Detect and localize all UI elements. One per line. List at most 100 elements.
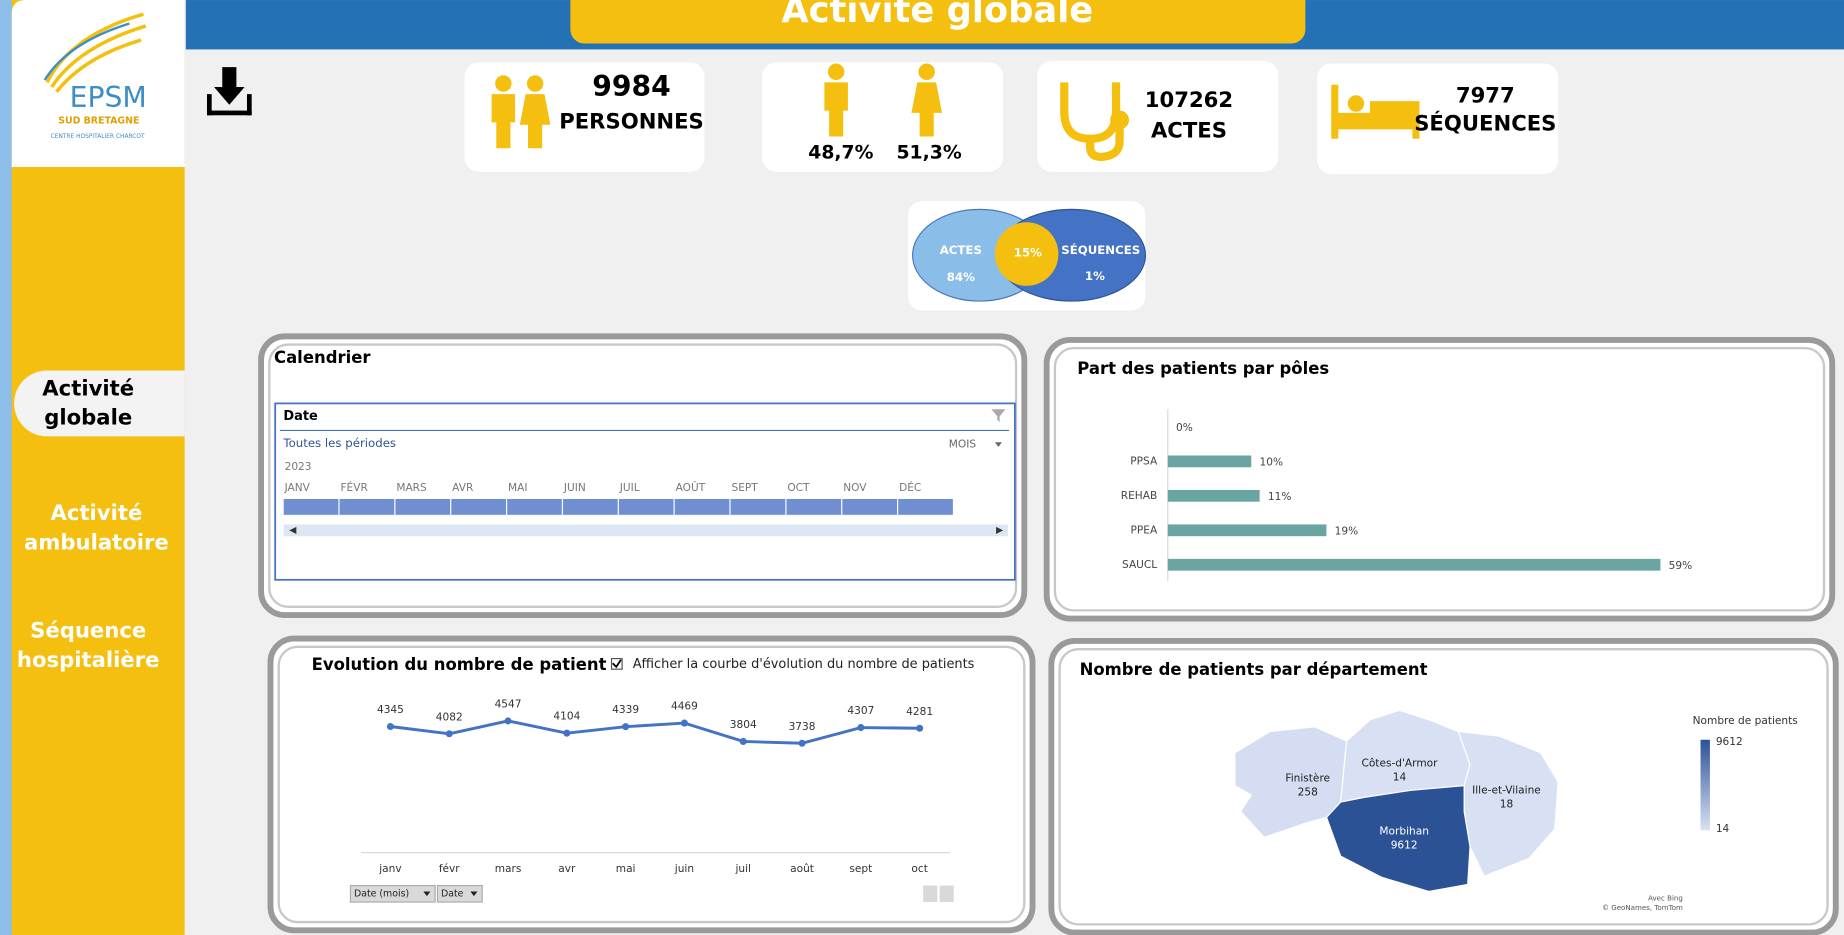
slicer-period: Toutes les périodes — [282, 436, 396, 450]
scrollbar[interactable] — [283, 524, 1008, 537]
kpi-label: PERSONNES — [559, 108, 704, 133]
kpi-label: SÉQUENCES — [1414, 111, 1556, 136]
person-icon — [824, 82, 848, 137]
expand-button[interactable] — [923, 885, 938, 903]
panel — [277, 645, 1026, 924]
venn-value: 84% — [947, 270, 975, 284]
scroll-right — [996, 526, 1004, 534]
person-icon — [495, 75, 512, 92]
region-value: 9612 — [1391, 840, 1418, 852]
kpi-label: ACTES — [1151, 118, 1227, 143]
logo-swoosh — [45, 12, 147, 93]
x-tick-label: oct — [911, 863, 927, 875]
map-credit: Avec Bing — [1648, 894, 1683, 903]
slicer-tile[interactable] — [283, 498, 339, 516]
category-label: REHAB — [1121, 490, 1157, 502]
nav-item[interactable]: ambulatoire — [24, 529, 169, 554]
venn-label: SÉQUENCES — [1061, 242, 1140, 257]
venn-value: 15% — [1014, 245, 1042, 259]
value-label: 4469 — [671, 701, 698, 713]
category-label: SAUCL — [1122, 559, 1157, 571]
kpi-value: 9984 — [592, 70, 671, 103]
nav-active-bg — [14, 370, 185, 437]
legend-title: Nombre de patients — [1693, 715, 1798, 727]
nav-item[interactable]: globale — [44, 405, 132, 430]
venn-overlap — [994, 222, 1059, 286]
map-region — [1234, 726, 1348, 839]
filter-button[interactable] — [349, 884, 436, 903]
bar — [1167, 489, 1260, 502]
slicer-tile[interactable] — [841, 498, 898, 516]
slicer-tile[interactable] — [394, 498, 451, 516]
slicer-tile[interactable] — [897, 498, 954, 516]
bar — [1167, 455, 1252, 468]
value-label: 4104 — [553, 711, 580, 723]
slicer-tile[interactable] — [506, 498, 563, 516]
value-label: 0% — [1176, 422, 1193, 434]
dropdown-arrow — [470, 891, 478, 897]
slicer-month: MAI — [508, 482, 527, 494]
map-region — [1325, 784, 1471, 893]
slicer-month: JUIL — [619, 482, 640, 494]
legend-max: 9612 — [1716, 736, 1743, 748]
x-tick-label: août — [790, 863, 814, 875]
value-label: 3804 — [730, 719, 757, 731]
slicer-month: FÉVR — [340, 481, 368, 494]
slicer-tile[interactable] — [562, 498, 619, 516]
slicer-month: NOV — [843, 482, 867, 494]
x-tick-label: juil — [734, 863, 751, 875]
dropdown-arrow — [994, 442, 1002, 447]
download-side — [206, 94, 212, 116]
download-icon[interactable] — [206, 67, 252, 116]
download-base — [206, 110, 252, 116]
download-arrow — [214, 67, 245, 105]
slicer-tile[interactable] — [730, 498, 786, 516]
person-icon — [918, 63, 935, 81]
value-label: 4307 — [847, 705, 874, 717]
slicer-month: AVR — [452, 482, 474, 494]
nav-item[interactable]: Séquence — [30, 618, 146, 643]
filter-button[interactable] — [436, 884, 483, 903]
region-value: 18 — [1500, 798, 1513, 810]
kpi-card — [762, 62, 1004, 172]
slicer-tile[interactable] — [618, 498, 675, 516]
panel-title: Nombre de patients par département — [1080, 660, 1428, 679]
point — [563, 729, 571, 737]
slicer-tile[interactable] — [674, 498, 731, 516]
slicer-tile[interactable] — [785, 498, 842, 516]
nav-item[interactable]: Activité — [42, 375, 134, 400]
value-label: 3738 — [789, 721, 816, 733]
bed-icon — [1331, 84, 1420, 139]
region-name: Finistère — [1285, 773, 1330, 785]
slicer-box — [274, 402, 1016, 581]
logo-caption: CENTRE HOSPITALIER CHARCOT — [51, 134, 145, 140]
slicer-tile[interactable] — [450, 498, 507, 516]
logo-name: EPSM — [70, 81, 147, 114]
logo-swoosh — [43, 22, 130, 81]
slicer-month: JUIN — [563, 482, 586, 494]
slicer-month: MARS — [396, 482, 427, 494]
nav-item[interactable]: hospitalière — [17, 647, 160, 672]
person-icon — [519, 94, 551, 149]
x-tick-label: févr — [439, 863, 460, 875]
point — [386, 722, 394, 731]
collapse-button[interactable] — [939, 885, 954, 903]
category-label: PPEA — [1131, 524, 1158, 536]
nav-item[interactable]: Activité — [51, 500, 143, 525]
region-value: 14 — [1393, 771, 1407, 783]
scroll-left — [289, 526, 297, 534]
region-name: Côtes-d'Armor — [1361, 757, 1438, 769]
region-value: 258 — [1298, 787, 1318, 799]
filter-label: Date — [441, 888, 464, 899]
x-tick-label: mai — [616, 863, 636, 875]
person-icon — [827, 63, 845, 81]
clear-filter[interactable] — [991, 409, 1006, 423]
value-label: 19% — [1335, 525, 1359, 537]
bed-icon — [1347, 95, 1365, 112]
legend-min: 14 — [1716, 823, 1730, 835]
person-icon — [911, 82, 942, 137]
slicer-tile[interactable] — [338, 498, 395, 516]
slicer-level[interactable]: MOIS — [949, 439, 977, 451]
checkbox[interactable] — [610, 658, 623, 670]
